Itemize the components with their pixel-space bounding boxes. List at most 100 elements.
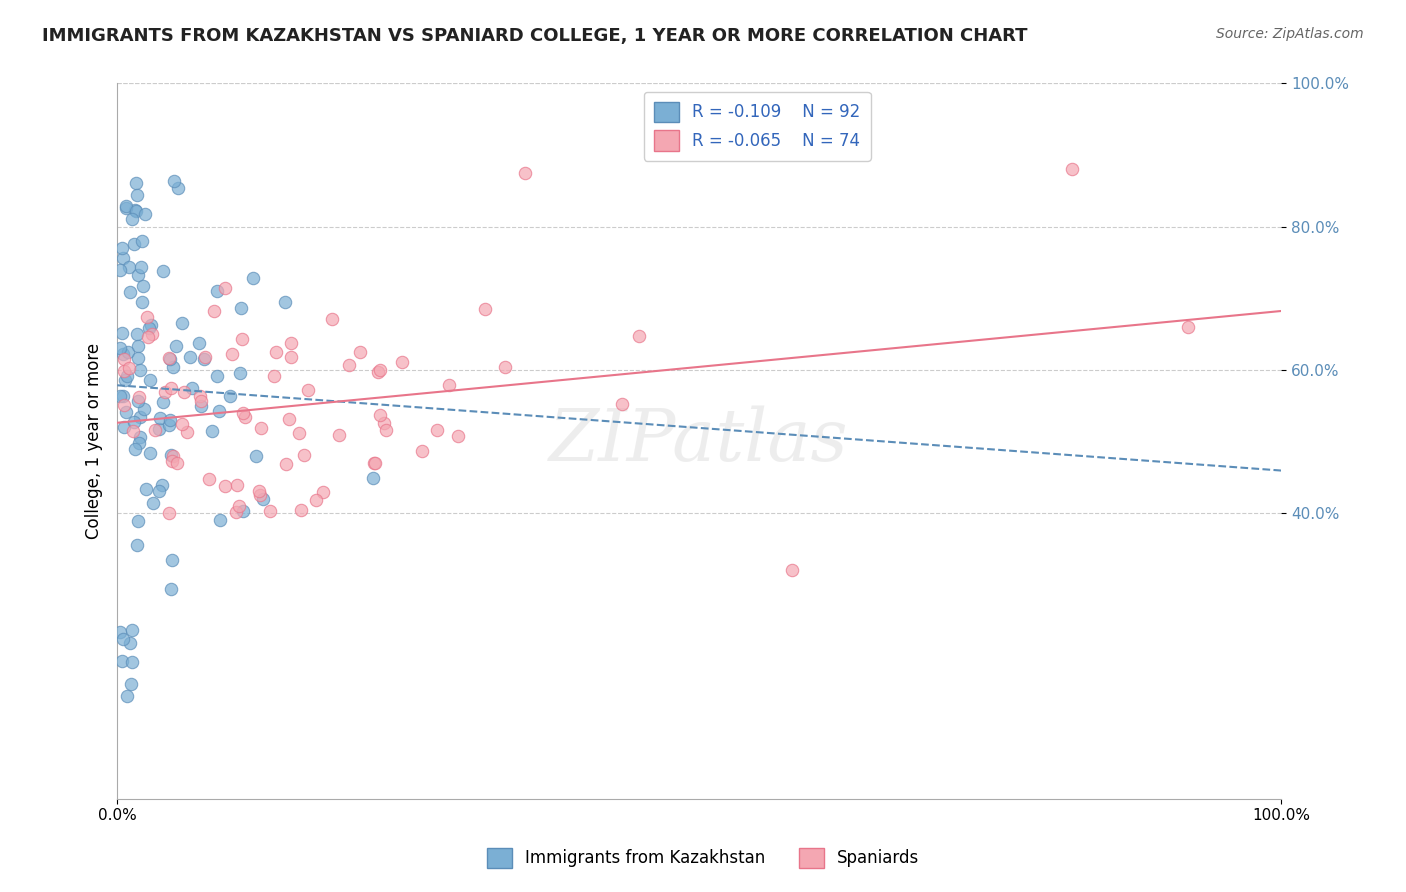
Point	[150, 478, 173, 492]
Point	[163, 174, 186, 188]
Point	[124, 442, 146, 456]
Point	[115, 405, 138, 419]
Point	[125, 177, 148, 191]
Point	[128, 391, 150, 405]
Point	[112, 352, 135, 367]
Point	[364, 456, 387, 470]
Point	[426, 424, 449, 438]
Point	[129, 260, 152, 274]
Point	[1177, 319, 1199, 334]
Point	[208, 513, 231, 527]
Point	[328, 428, 350, 442]
Point	[190, 399, 212, 413]
Point	[120, 285, 142, 299]
Point	[172, 417, 194, 431]
Point	[446, 428, 468, 442]
Point	[474, 301, 496, 316]
Point	[112, 398, 135, 412]
Point	[127, 268, 149, 282]
Point	[245, 449, 267, 463]
Point	[112, 364, 135, 378]
Point	[226, 477, 249, 491]
Point	[152, 394, 174, 409]
Point	[363, 456, 385, 470]
Point	[194, 350, 217, 364]
Point	[157, 417, 180, 432]
Point	[120, 676, 142, 690]
Point	[138, 321, 160, 335]
Point	[149, 411, 172, 425]
Point	[188, 336, 211, 351]
Point	[128, 363, 150, 377]
Point	[128, 435, 150, 450]
Point	[141, 327, 163, 342]
Point	[148, 421, 170, 435]
Point	[108, 341, 131, 355]
Point	[375, 423, 398, 437]
Point	[280, 351, 302, 365]
Point	[131, 295, 153, 310]
Point	[112, 251, 135, 265]
Point	[278, 411, 301, 425]
Point	[127, 188, 149, 202]
Point	[233, 409, 256, 424]
Point	[148, 483, 170, 498]
Point	[612, 397, 634, 411]
Point	[162, 360, 184, 375]
Point	[231, 503, 253, 517]
Point	[367, 365, 389, 379]
Point	[228, 499, 250, 513]
Point	[115, 201, 138, 215]
Point	[127, 339, 149, 353]
Point	[165, 339, 187, 353]
Point	[297, 383, 319, 397]
Point	[287, 425, 309, 440]
Point	[337, 358, 360, 372]
Point	[229, 301, 252, 316]
Point	[205, 369, 228, 384]
Point	[121, 655, 143, 669]
Point	[111, 654, 134, 668]
Point	[494, 359, 516, 374]
Point	[118, 360, 141, 375]
Point	[160, 582, 183, 596]
Point	[111, 346, 134, 360]
Point	[201, 425, 224, 439]
Point	[321, 312, 343, 326]
Point	[368, 408, 391, 422]
Point	[142, 496, 165, 510]
Point	[129, 430, 152, 444]
Point	[214, 281, 236, 295]
Point	[112, 419, 135, 434]
Point	[176, 425, 198, 439]
Point	[411, 444, 433, 458]
Point	[124, 236, 146, 251]
Point	[136, 330, 159, 344]
Point	[263, 369, 285, 384]
Point	[162, 553, 184, 567]
Point	[221, 347, 243, 361]
Point	[108, 389, 131, 403]
Text: IMMIGRANTS FROM KAZAKHSTAN VS SPANIARD COLLEGE, 1 YEAR OR MORE CORRELATION CHART: IMMIGRANTS FROM KAZAKHSTAN VS SPANIARD C…	[42, 27, 1028, 45]
Point	[437, 378, 460, 392]
Point	[124, 202, 146, 217]
Point	[166, 457, 188, 471]
Point	[311, 484, 333, 499]
Point	[179, 351, 201, 365]
Point	[219, 388, 242, 402]
Point	[373, 416, 395, 430]
Point	[139, 318, 162, 332]
Point	[361, 471, 384, 485]
Point	[208, 403, 231, 417]
Point	[207, 284, 229, 298]
Point	[108, 263, 131, 277]
Point	[274, 295, 297, 310]
Point	[276, 458, 298, 472]
Point	[134, 206, 156, 220]
Text: Source: ZipAtlas.com: Source: ZipAtlas.com	[1216, 27, 1364, 41]
Point	[118, 260, 141, 275]
Point	[231, 332, 253, 346]
Point	[228, 366, 250, 380]
Point	[118, 636, 141, 650]
Point	[111, 389, 134, 403]
